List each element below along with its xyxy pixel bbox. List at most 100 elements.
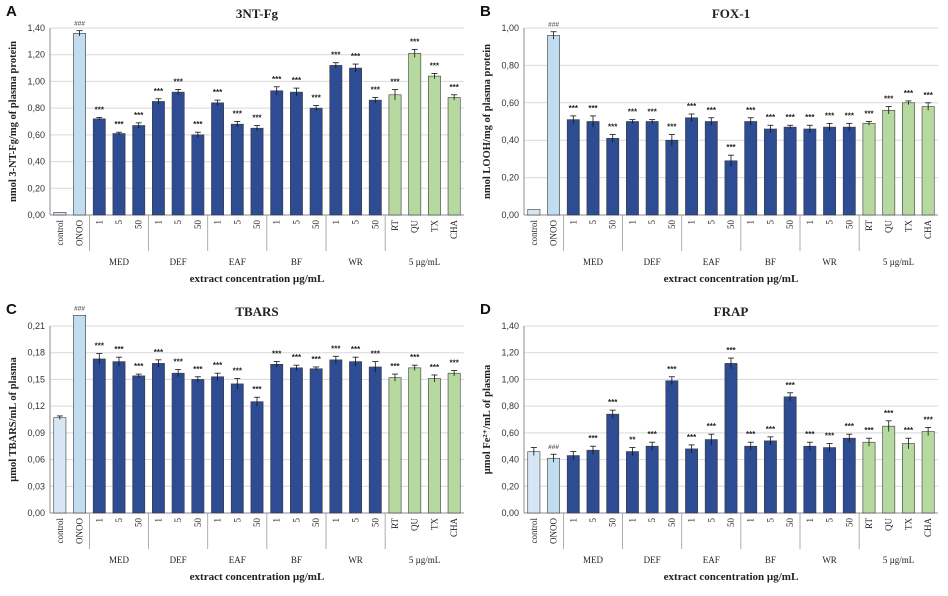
bar (547, 35, 560, 216)
y-tick-label: 0,20 (501, 481, 519, 491)
significance-label: *** (845, 111, 855, 120)
x-category-label: 5 (647, 518, 657, 523)
x-category-label: 1 (805, 518, 815, 523)
significance-label: *** (707, 422, 717, 431)
bar (349, 67, 362, 216)
significance-label: *** (785, 113, 795, 122)
x-category-label: 50 (785, 518, 795, 528)
y-tick-label: 0,60 (501, 98, 519, 108)
y-tick-label: 0,06 (27, 455, 45, 465)
x-category-label: 50 (726, 518, 736, 528)
x-category-label: 50 (193, 518, 203, 528)
y-tick-label: 0,00 (501, 210, 519, 220)
y-tick-label: 0,18 (27, 348, 45, 358)
x-category-label: 1 (627, 518, 637, 523)
x-category-label: 5 (173, 220, 183, 225)
significance-label: *** (864, 110, 874, 119)
panel-letter: D (480, 301, 491, 318)
bar (783, 396, 797, 514)
chart-svg-c: 0,00 0,03 0,06 0,09 0,12 0,15 0,18 0,21 control #… (6, 301, 464, 583)
group-label: MED (109, 257, 130, 267)
bar (665, 139, 679, 216)
x-category-label: 50 (667, 518, 677, 528)
x-category-label: TX (903, 220, 913, 232)
x-category-label: 50 (252, 220, 262, 230)
bar (53, 417, 67, 514)
y-tick-label: 0,21 (27, 321, 45, 331)
x-category-label: 1 (153, 518, 163, 523)
significance-label: *** (667, 365, 677, 374)
y-axis-title: nmol 3-NT-Fg/mg of plasma protein (8, 41, 19, 202)
significance-label: *** (390, 77, 400, 86)
significance-label: *** (746, 430, 756, 439)
x-category-label: 50 (667, 220, 677, 230)
significance-label: *** (884, 409, 894, 418)
significance-label: ### (74, 21, 85, 28)
x-category-label: ONOO (75, 518, 85, 544)
significance-label: ** (629, 436, 636, 445)
significance-label: *** (410, 353, 420, 362)
x-category-label: 50 (370, 220, 380, 230)
significance-label: *** (154, 87, 164, 96)
bar (645, 445, 659, 514)
significance-label: *** (628, 108, 638, 117)
x-category-label: CHA (449, 518, 459, 538)
x-category-label: 5 (765, 518, 775, 523)
x-category-label: 5 (173, 518, 183, 523)
significance-label: *** (884, 95, 894, 104)
significance-label: *** (95, 105, 105, 114)
y-tick-label: 1,20 (27, 50, 45, 60)
bar (566, 119, 580, 216)
x-category-label: 5 (825, 518, 835, 523)
bar (211, 102, 224, 216)
bar (862, 441, 876, 514)
group-label: 5 µg/mL (883, 257, 914, 267)
x-category-label: control (529, 220, 539, 246)
significance-label: *** (449, 83, 459, 92)
significance-label: *** (687, 433, 697, 442)
chart-panel-d: 0,00 0,20 0,40 0,60 0,80 1,00 1,20 1,40 control #… (474, 298, 948, 596)
bar (527, 209, 541, 216)
x-category-label: QU (410, 518, 420, 531)
x-category-label: 50 (844, 518, 854, 528)
bar (368, 366, 382, 514)
chart-svg-a: 0,00 0,20 0,40 0,60 0,80 1,00 1,20 1,40 control #… (6, 3, 464, 285)
group-label: EAF (703, 555, 720, 565)
x-category-label: RT (864, 518, 874, 529)
chart-panel-c: 0,00 0,03 0,06 0,09 0,12 0,15 0,18 0,21 control #… (0, 298, 474, 596)
x-category-label: 5 (291, 220, 301, 225)
significance-label: *** (292, 76, 302, 85)
significance-label: *** (805, 430, 815, 439)
x-category-label: 1 (272, 518, 282, 523)
y-tick-label: 0,80 (501, 60, 519, 70)
x-category-label: RT (390, 220, 400, 231)
y-tick-label: 0,09 (27, 428, 45, 438)
x-category-label: 1 (153, 220, 163, 225)
x-category-label: QU (884, 220, 894, 233)
x-category-label: 5 (588, 220, 598, 225)
bar (112, 133, 126, 216)
bar (408, 367, 422, 514)
x-category-label: 1 (331, 220, 341, 225)
y-tick-label: 0,80 (501, 401, 519, 411)
significance-label: *** (647, 108, 657, 117)
significance-label: *** (766, 425, 776, 434)
x-category-label: TX (429, 518, 439, 530)
significance-label: *** (252, 114, 262, 123)
y-axis-title: µmol Fe²⁺/mL of plasma (482, 364, 493, 474)
bar (724, 363, 738, 514)
x-category-label: TX (903, 518, 913, 530)
panel-letter: A (6, 3, 17, 20)
bar (704, 439, 718, 514)
bar (388, 94, 402, 216)
bar (191, 379, 205, 514)
group-label: 5 µg/mL (409, 257, 440, 267)
bar (783, 126, 797, 216)
x-category-label: 1 (805, 220, 815, 225)
chart-title: FRAP (714, 304, 749, 319)
significance-label: ### (548, 444, 559, 451)
bar (132, 125, 146, 216)
y-tick-label: 0,03 (27, 481, 45, 491)
x-category-label: 50 (370, 518, 380, 528)
group-label: BF (291, 257, 302, 267)
